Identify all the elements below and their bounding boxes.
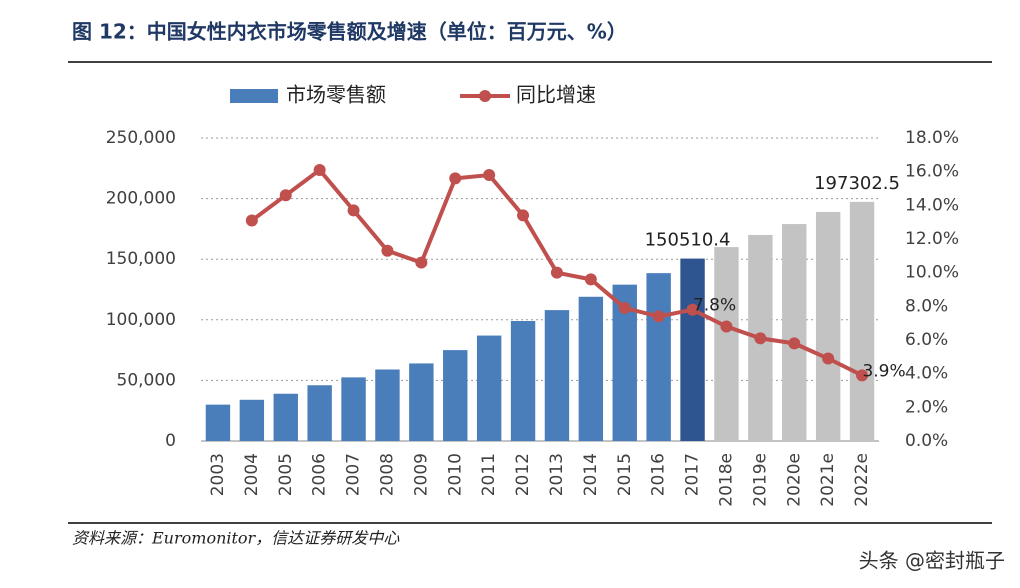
x-tick-label: 2009 bbox=[411, 453, 431, 496]
x-tick-label: 2022e bbox=[852, 453, 872, 507]
bar bbox=[510, 321, 536, 441]
y2-tick-label: 18.0% bbox=[905, 128, 959, 148]
bar bbox=[307, 385, 332, 441]
line-point bbox=[517, 209, 530, 222]
chart-title: 图 12：中国女性内衣市场零售额及增速（单位：百万元、%） bbox=[72, 20, 627, 44]
bar bbox=[849, 201, 875, 441]
x-tick-label: 2011 bbox=[479, 453, 499, 496]
x-tick-label: 2014 bbox=[581, 453, 601, 496]
line-point bbox=[279, 189, 292, 202]
y-tick-label: 100,000 bbox=[106, 310, 176, 330]
x-tick-label: 2008 bbox=[377, 453, 397, 496]
line-point bbox=[415, 256, 428, 269]
x-tick-label: 2018e bbox=[716, 453, 736, 507]
bar bbox=[578, 296, 604, 441]
bar bbox=[205, 404, 231, 441]
y2-tick-label: 16.0% bbox=[905, 162, 959, 182]
line-point bbox=[822, 352, 835, 365]
x-tick-label: 2005 bbox=[276, 453, 296, 496]
watermark: 头条 @密封瓶子 bbox=[859, 549, 1005, 573]
line-point bbox=[483, 169, 496, 182]
line-point bbox=[347, 204, 360, 217]
x-tick-label: 2020e bbox=[784, 453, 804, 507]
x-tick-label: 2017 bbox=[683, 453, 703, 496]
x-tick-label: 2012 bbox=[513, 453, 533, 496]
bar bbox=[341, 377, 366, 441]
bar bbox=[680, 258, 705, 441]
bar bbox=[714, 247, 739, 441]
data-label: 3.9% bbox=[862, 361, 905, 381]
legend-label: 同比增速 bbox=[516, 83, 596, 107]
line-point bbox=[584, 273, 597, 286]
x-tick-label: 2003 bbox=[208, 453, 228, 496]
y-tick-label: 0 bbox=[165, 431, 176, 451]
x-tick-label: 2010 bbox=[445, 453, 465, 496]
bar bbox=[409, 363, 434, 441]
line-point bbox=[652, 310, 665, 323]
line-point bbox=[686, 303, 699, 316]
y2-tick-label: 2.0% bbox=[905, 397, 948, 417]
line-point bbox=[313, 163, 326, 176]
y-tick-label: 50,000 bbox=[117, 370, 176, 390]
line-point bbox=[856, 369, 869, 382]
y2-tick-label: 4.0% bbox=[905, 364, 948, 384]
bar bbox=[443, 350, 468, 441]
y2-tick-label: 0.0% bbox=[905, 431, 948, 451]
data-label: 150510.4 bbox=[645, 230, 731, 251]
bar bbox=[476, 335, 502, 441]
bar bbox=[815, 211, 841, 441]
bar bbox=[544, 310, 570, 441]
x-tick-label: 2006 bbox=[310, 453, 330, 496]
line-point bbox=[449, 172, 462, 185]
y-tick-label: 250,000 bbox=[106, 128, 176, 148]
data-label: 7.8% bbox=[693, 296, 736, 316]
y-tick-label: 150,000 bbox=[106, 249, 176, 269]
legend-label: 市场零售额 bbox=[286, 83, 386, 107]
x-tick-label: 2019e bbox=[750, 453, 770, 507]
y2-tick-label: 8.0% bbox=[905, 296, 948, 316]
bar bbox=[375, 369, 400, 441]
y2-tick-label: 6.0% bbox=[905, 330, 948, 350]
line-point bbox=[618, 302, 631, 315]
y2-tick-label: 14.0% bbox=[905, 195, 959, 215]
bar bbox=[273, 393, 298, 441]
x-tick-label: 2015 bbox=[615, 453, 635, 496]
line-point bbox=[245, 214, 258, 227]
y-tick-label: 200,000 bbox=[106, 189, 176, 209]
bar bbox=[782, 224, 807, 441]
y2-tick-label: 12.0% bbox=[905, 229, 959, 249]
x-tick-label: 2013 bbox=[547, 453, 567, 496]
line-point bbox=[381, 244, 394, 257]
x-tick-label: 2016 bbox=[649, 453, 669, 496]
legend-swatch bbox=[479, 90, 491, 102]
bar bbox=[239, 399, 265, 441]
data-label: 197302.5 bbox=[814, 173, 900, 194]
line-point bbox=[788, 337, 801, 350]
source: 资料来源：Euromonitor，信达证券研发中心 bbox=[72, 529, 400, 548]
x-tick-label: 2004 bbox=[242, 453, 262, 496]
line-point bbox=[720, 320, 733, 333]
x-tick-label: 2021e bbox=[818, 453, 838, 507]
bar bbox=[646, 273, 671, 441]
line-point bbox=[550, 266, 563, 279]
legend-swatch bbox=[230, 89, 278, 103]
y2-tick-label: 10.0% bbox=[905, 263, 959, 283]
line-point bbox=[754, 332, 767, 345]
x-tick-label: 2007 bbox=[344, 453, 364, 496]
